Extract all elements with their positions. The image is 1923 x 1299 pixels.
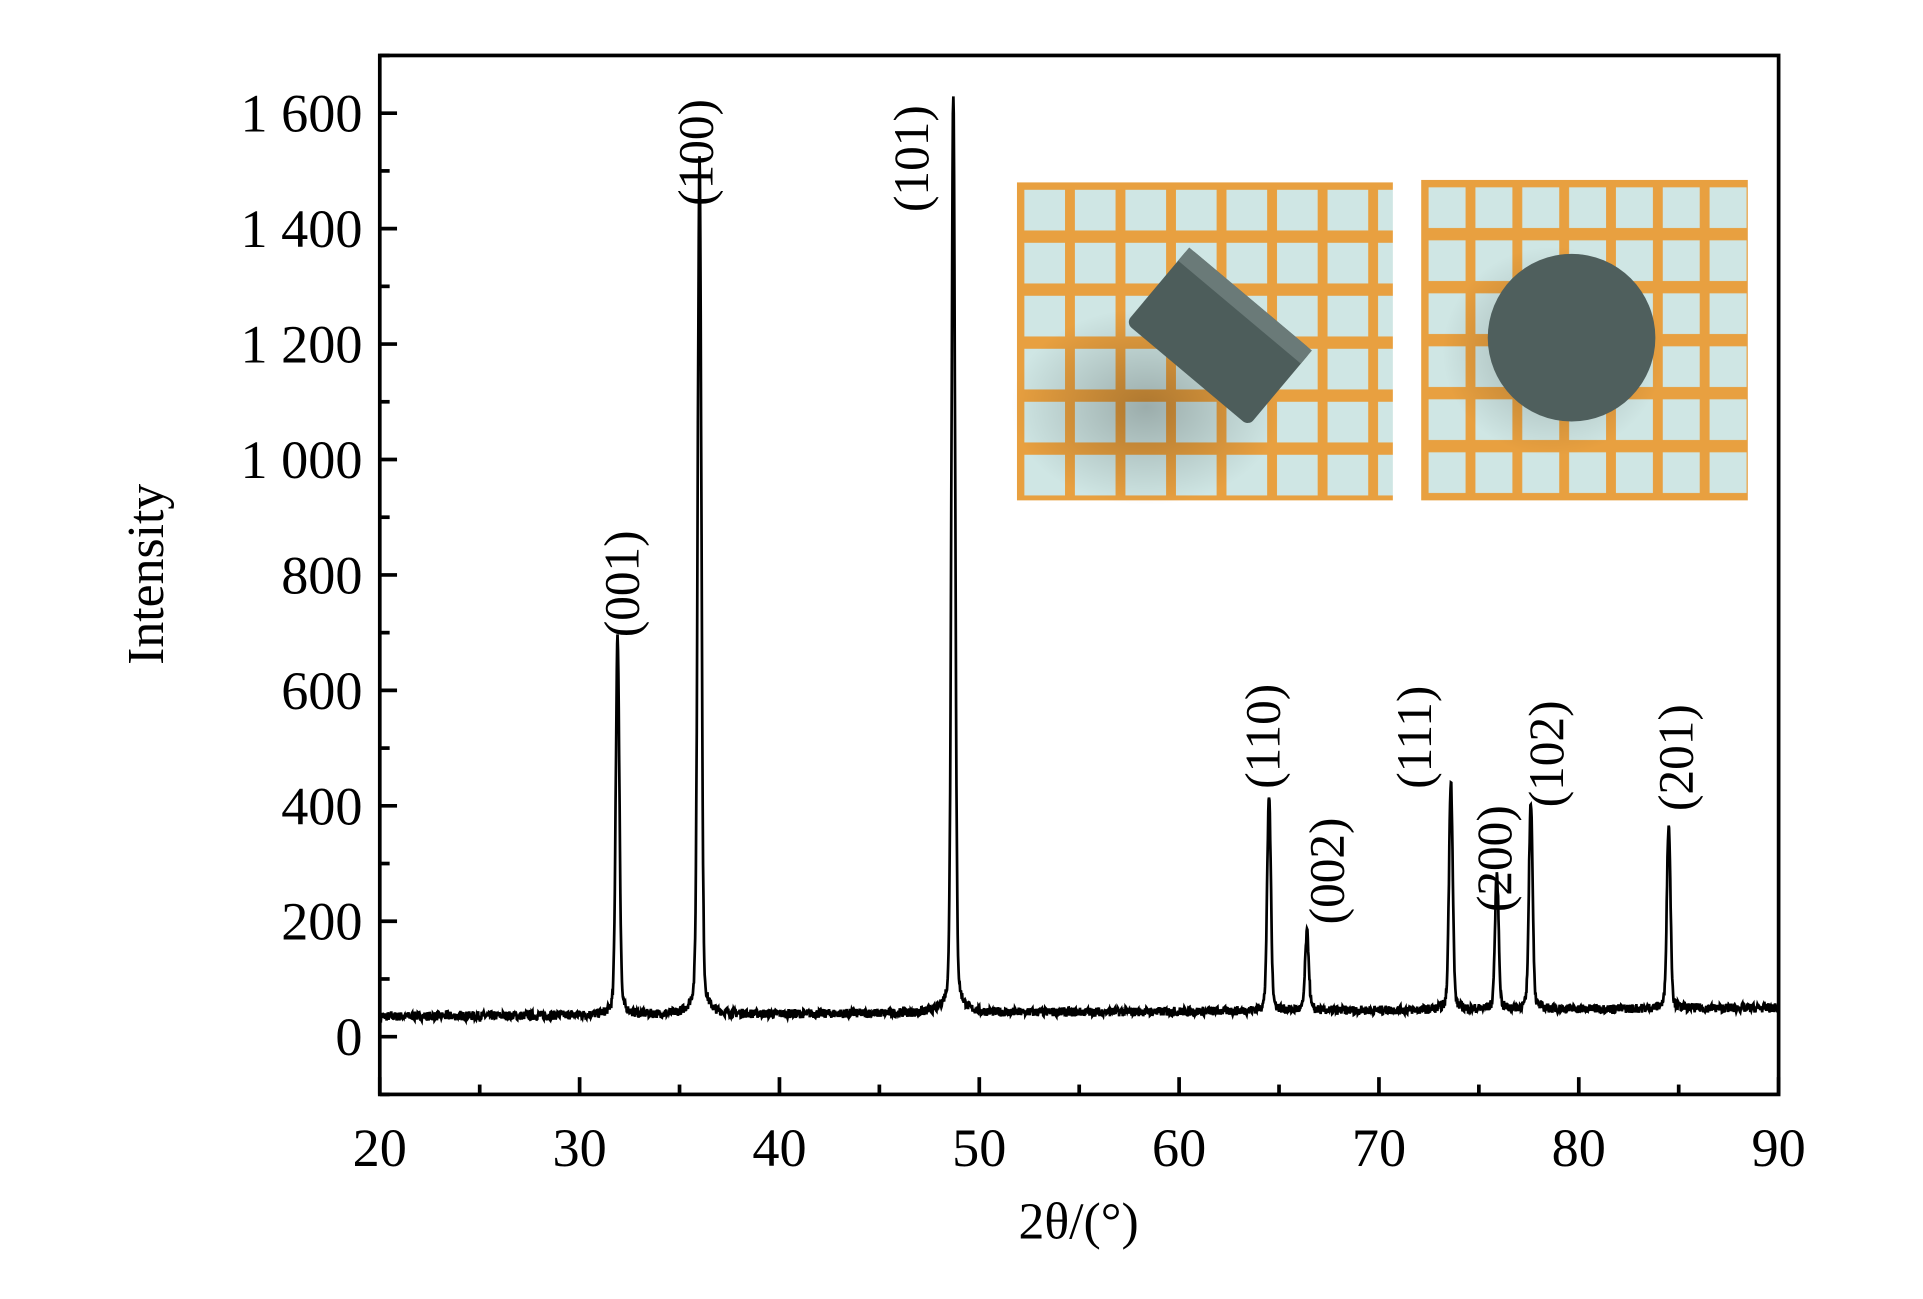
peak-label: (200) [1467,805,1522,912]
y-tick-label: 0 [335,1007,362,1067]
y-tick-label: 200 [281,892,362,952]
peak-label: (102) [1519,701,1574,808]
x-tick-label: 20 [353,1118,407,1178]
x-axis-label: 2θ/(°) [1018,1194,1138,1251]
peak-label: (001) [595,530,650,637]
peak-label: (110) [1235,684,1290,789]
y-tick-label: 1 600 [241,84,363,144]
peak-label: (100) [669,99,724,206]
x-tick-label: 30 [553,1118,607,1178]
y-axis-label: Intensity [118,484,175,665]
peak-label: (002) [1300,818,1355,925]
x-tick-label: 90 [1752,1118,1806,1178]
x-tick-label: 50 [952,1118,1006,1178]
inset-photo-top-view [1421,179,1748,501]
xrd-spectrum-line [378,96,1780,1026]
y-tick-label: 1 400 [241,199,363,259]
y-tick-label: 1 000 [241,430,363,490]
y-tick-label: 600 [281,661,362,721]
x-tick-label: 70 [1352,1118,1406,1178]
y-tick-label: 800 [281,545,362,605]
x-tick-label: 60 [1152,1118,1206,1178]
sample-disc-side [1128,247,1312,423]
y-tick-label: 400 [281,776,362,836]
y-tick-label: 1 200 [241,315,363,375]
sample-disc-top [1487,253,1656,422]
x-tick-label: 40 [752,1118,806,1178]
plot-frame [377,53,1781,1097]
x-tick-label: 80 [1552,1118,1606,1178]
peak-label: (101) [884,105,939,212]
peak-label: (201) [1648,704,1703,811]
inset-photo-side-view [1010,182,1393,506]
peak-label: (111) [1387,686,1442,789]
